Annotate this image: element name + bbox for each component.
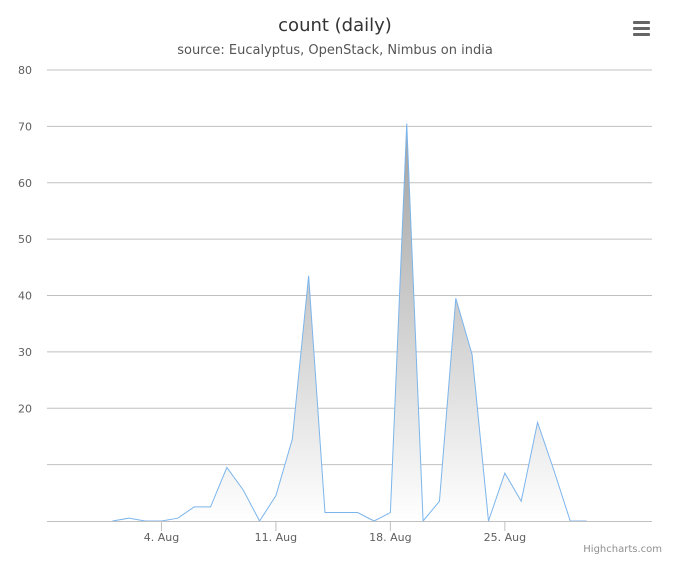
series-area-fill xyxy=(112,123,587,522)
grid xyxy=(47,69,652,466)
y-tick-label: 60 xyxy=(18,177,32,190)
credit-link[interactable]: Highcharts.com xyxy=(583,544,662,555)
y-tick-label: 30 xyxy=(18,346,32,359)
y-tick-label: 20 xyxy=(18,402,32,415)
y-tick-label: 50 xyxy=(18,233,32,246)
hamburger-menu-icon[interactable] xyxy=(628,16,654,40)
axes: 20 30 40 50 60 70 80 4. Aug 11. Aug 18. Aug 25. Au… xyxy=(18,64,652,544)
menu-bar xyxy=(632,26,650,30)
chart-title: count (daily) xyxy=(278,15,392,36)
y-tick-label: 70 xyxy=(18,120,32,133)
chart-subtitle: source: Eucalyptus, OpenStack, Nimbus on… xyxy=(177,43,493,58)
x-tick-label: 11. Aug xyxy=(255,531,297,544)
series-line xyxy=(112,123,587,523)
y-tick-label: 40 xyxy=(18,290,32,303)
menu-bar xyxy=(632,20,650,24)
y-tick-label: 80 xyxy=(18,64,32,77)
x-tick-label: 18. Aug xyxy=(369,531,411,544)
x-tick-label: 4. Aug xyxy=(144,531,179,544)
x-tick-label: 25. Aug xyxy=(484,531,526,544)
menu-bar xyxy=(632,32,650,36)
